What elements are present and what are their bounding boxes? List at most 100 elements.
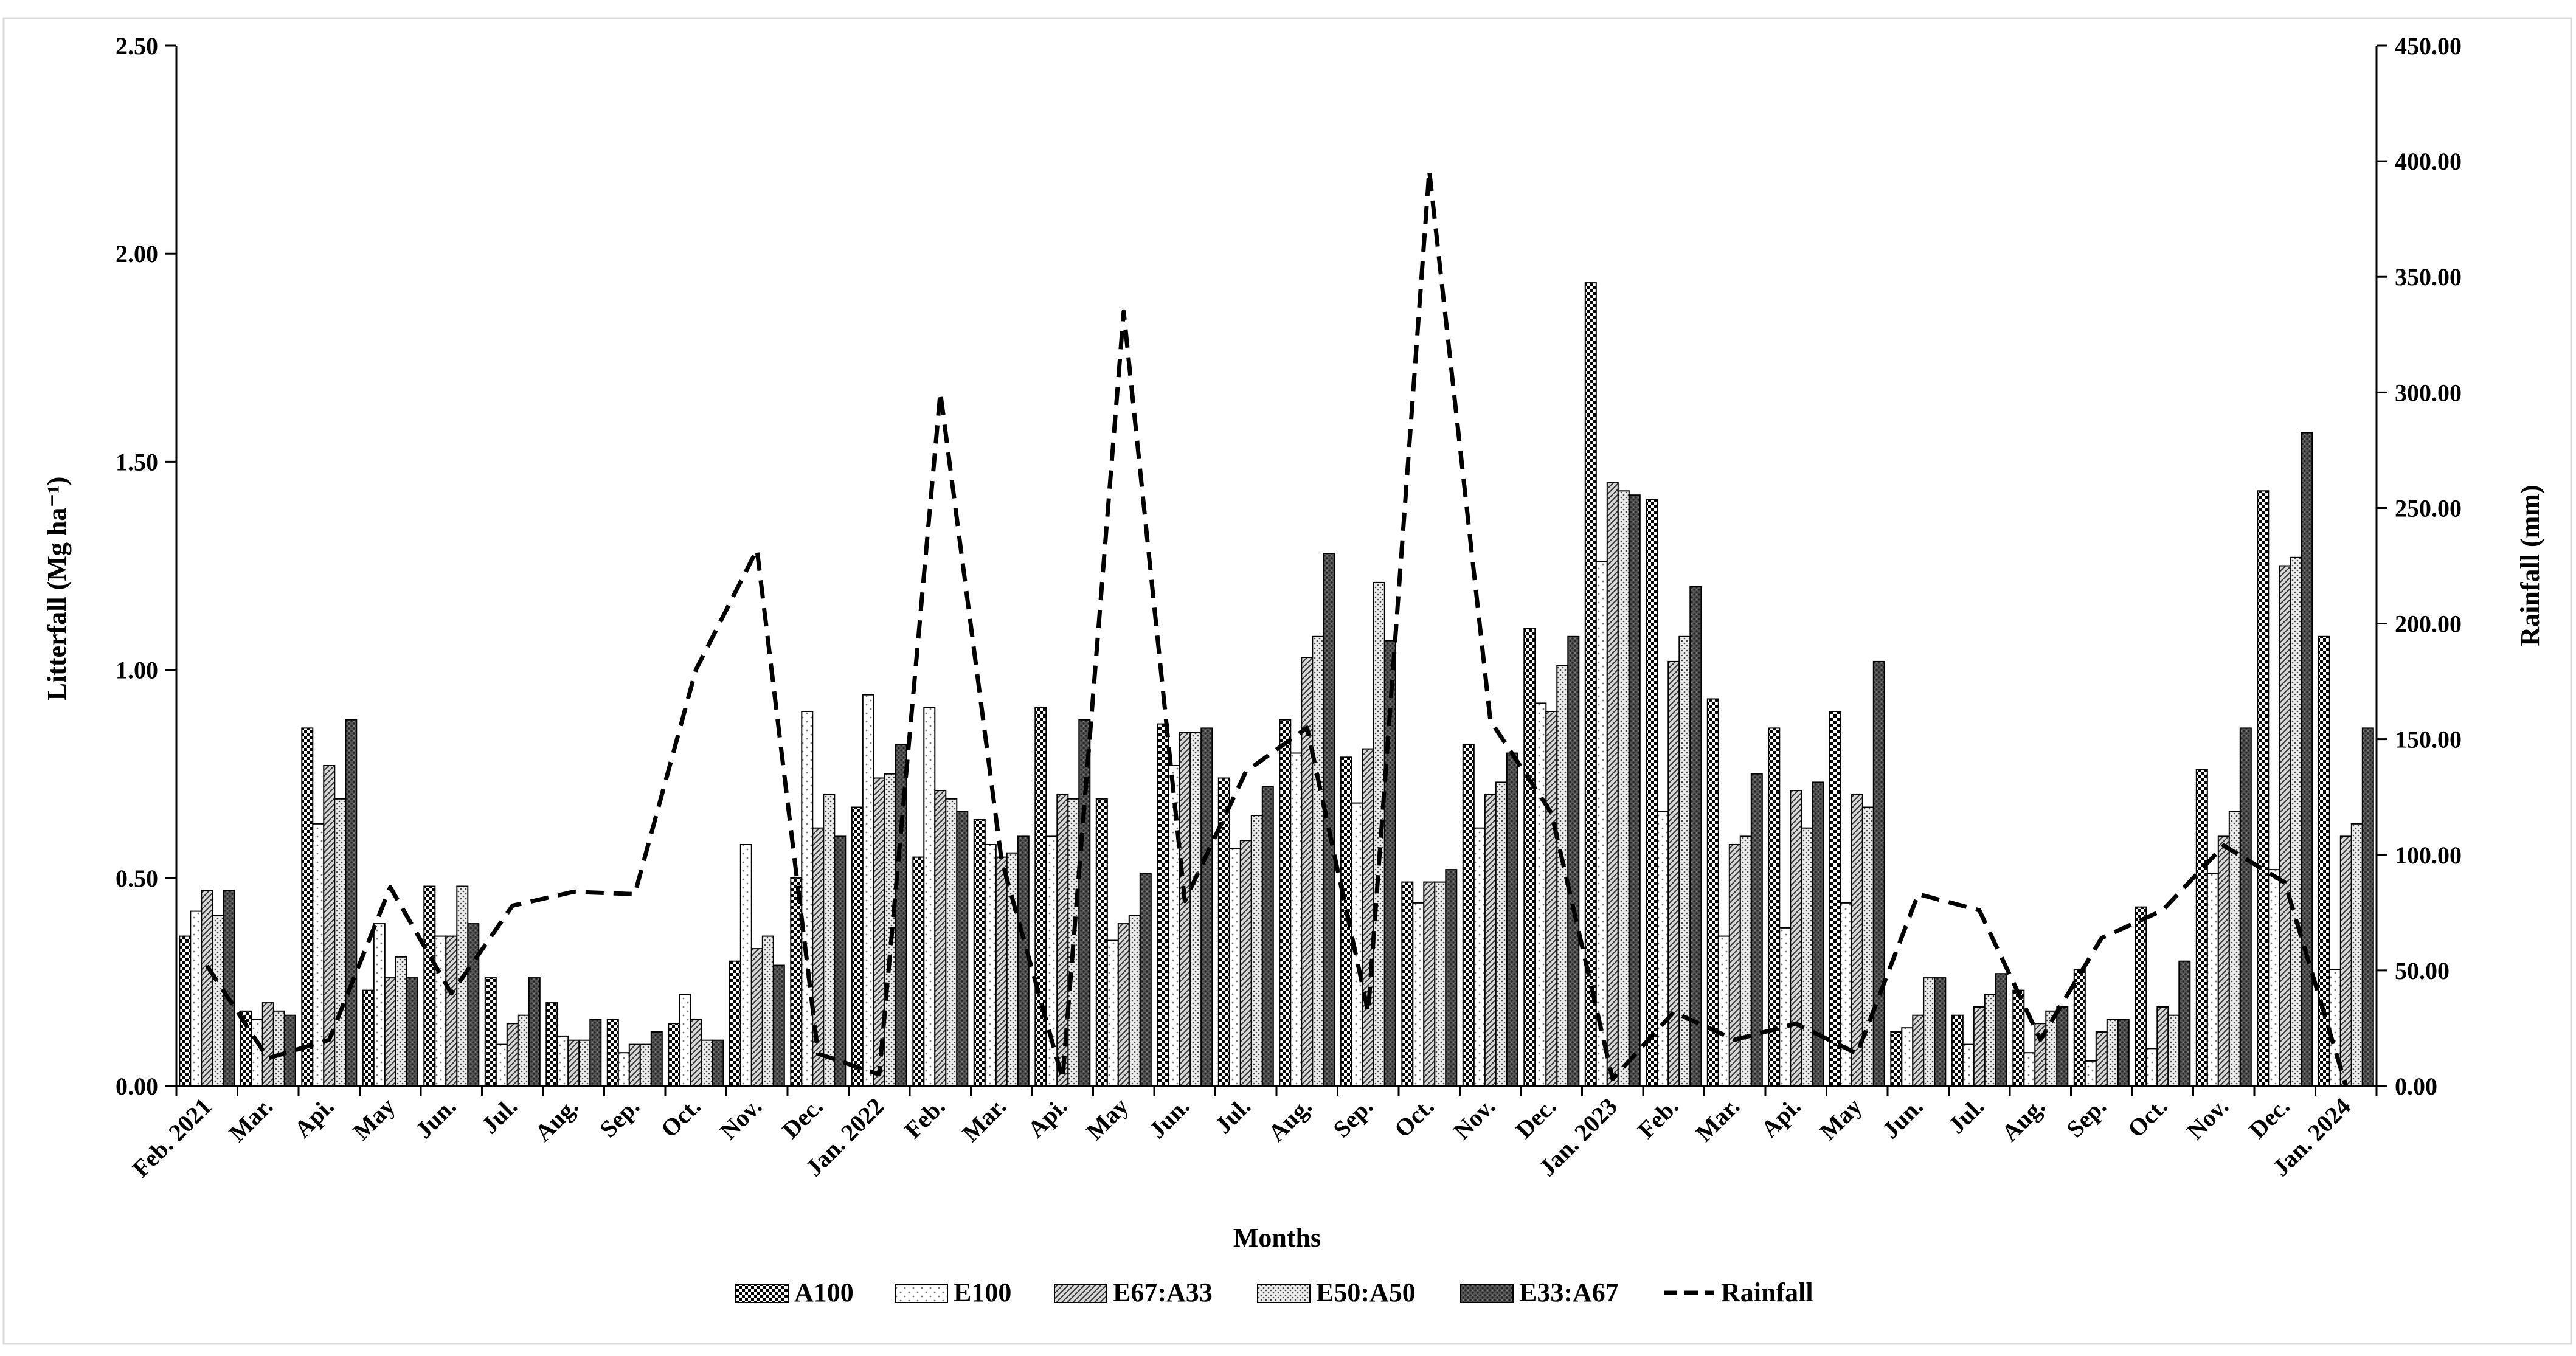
bar-e67-a33-26 bbox=[1790, 790, 1802, 1087]
bar-e67-a33-35 bbox=[2339, 835, 2352, 1087]
bar-e67-a33-5 bbox=[506, 1023, 519, 1087]
bar-e33-a67-24 bbox=[1689, 586, 1702, 1087]
x-tick-label: Jun. bbox=[410, 1093, 461, 1144]
bar-e100-25 bbox=[1717, 935, 1730, 1087]
bar-e100-10 bbox=[801, 711, 814, 1087]
bar-e33-a67-25 bbox=[1750, 773, 1763, 1087]
y-right-tick-label: 450.00 bbox=[2395, 32, 2462, 60]
bar-e33-a67-13 bbox=[1017, 835, 1030, 1087]
y-right-tick-label: 50.00 bbox=[2395, 957, 2450, 984]
x-tick-label: Api. bbox=[289, 1093, 339, 1143]
bar-e100-12 bbox=[923, 707, 936, 1087]
bar-e67-a33-29 bbox=[1973, 1006, 1986, 1087]
legend-swatch-e33-a67 bbox=[1460, 1284, 1514, 1303]
bar-a100-0 bbox=[179, 935, 192, 1087]
bar-e100-9 bbox=[739, 844, 752, 1087]
bar-e67-a33-15 bbox=[1117, 923, 1130, 1087]
bar-e33-a67-22 bbox=[1567, 635, 1580, 1087]
bar-e67-a33-4 bbox=[445, 935, 458, 1087]
bar-e50-a50-3 bbox=[395, 956, 407, 1087]
bar-a100-29 bbox=[1951, 1014, 1964, 1087]
bar-e100-34 bbox=[2268, 869, 2280, 1087]
bar-a100-12 bbox=[912, 856, 925, 1087]
x-tick-label: Feb. bbox=[1632, 1093, 1683, 1144]
bar-e50-a50-15 bbox=[1128, 915, 1141, 1087]
bar-e33-a67-8 bbox=[712, 1039, 724, 1087]
bar-e50-a50-20 bbox=[1434, 881, 1447, 1087]
bar-e33-a67-26 bbox=[1812, 781, 1824, 1087]
bar-e33-a67-10 bbox=[834, 835, 847, 1087]
bar-e50-a50-26 bbox=[1801, 827, 1813, 1087]
bar-e50-a50-28 bbox=[1923, 977, 1936, 1087]
legend-swatch-e100 bbox=[895, 1284, 948, 1303]
y-right-tick-label: 350.00 bbox=[2395, 263, 2462, 291]
bar-a100-22 bbox=[1523, 628, 1536, 1087]
bar-e100-30 bbox=[2023, 1052, 2036, 1087]
bar-e67-a33-25 bbox=[1728, 844, 1741, 1087]
chart-border bbox=[2, 17, 2572, 1345]
legend-swatch-a100 bbox=[735, 1284, 789, 1303]
x-tick-label: Nov. bbox=[2181, 1093, 2234, 1145]
bar-e50-a50-2 bbox=[334, 798, 347, 1087]
legend-label: E100 bbox=[954, 1278, 1011, 1307]
bar-e67-a33-20 bbox=[1423, 881, 1436, 1087]
x-tick-label: Sep. bbox=[594, 1093, 645, 1143]
bar-a100-24 bbox=[1646, 499, 1658, 1087]
bar-e33-a67-33 bbox=[2239, 727, 2252, 1087]
bar-e67-a33-34 bbox=[2279, 565, 2291, 1087]
bar-e50-a50-18 bbox=[1312, 635, 1324, 1087]
bar-e33-a67-23 bbox=[1628, 494, 1641, 1087]
bar-e33-a67-1 bbox=[283, 1014, 296, 1087]
legend-label: A100 bbox=[794, 1278, 854, 1307]
bar-e67-a33-0 bbox=[201, 890, 213, 1087]
bar-e100-18 bbox=[1290, 752, 1303, 1087]
bar-e33-a67-0 bbox=[223, 890, 235, 1087]
bar-a100-16 bbox=[1157, 723, 1169, 1087]
bar-a100-28 bbox=[1890, 1031, 1903, 1087]
bar-a100-3 bbox=[362, 989, 375, 1087]
x-tick-label: Oct. bbox=[2122, 1093, 2173, 1143]
x-tick-label: Aug. bbox=[1262, 1093, 1317, 1147]
bar-a100-6 bbox=[545, 1002, 558, 1087]
bar-e33-a67-28 bbox=[1934, 977, 1947, 1087]
bar-e50-a50-29 bbox=[1984, 994, 1996, 1087]
y-left-tick-label: 2.50 bbox=[116, 32, 158, 60]
rainfall-line bbox=[205, 168, 2349, 1087]
bar-e50-a50-8 bbox=[701, 1039, 713, 1087]
bar-e100-4 bbox=[434, 935, 447, 1087]
bar-e33-a67-3 bbox=[406, 977, 418, 1087]
bar-e50-a50-32 bbox=[2167, 1014, 2180, 1087]
bar-e100-27 bbox=[1840, 902, 1852, 1087]
y-right-tick-label: 0.00 bbox=[2395, 1073, 2437, 1100]
legend-swatch-e50-a50 bbox=[1257, 1284, 1311, 1303]
bar-e33-a67-6 bbox=[589, 1019, 602, 1087]
bar-e50-a50-6 bbox=[578, 1039, 591, 1087]
bar-e100-13 bbox=[984, 844, 997, 1087]
legend-swatch-e67-a33 bbox=[1054, 1284, 1107, 1303]
bar-e33-a67-16 bbox=[1200, 727, 1213, 1087]
bar-e67-a33-32 bbox=[2156, 1006, 2169, 1087]
bar-e100-7 bbox=[617, 1052, 630, 1087]
x-tick-label: Oct. bbox=[1389, 1093, 1439, 1143]
y-right-tick-label: 200.00 bbox=[2395, 611, 2462, 638]
bar-a100-2 bbox=[301, 727, 314, 1087]
bar-e50-a50-9 bbox=[761, 935, 774, 1087]
bar-e50-a50-30 bbox=[2045, 1010, 2058, 1087]
x-tick-label: Dec. bbox=[777, 1093, 828, 1144]
y-right-tick-label: 100.00 bbox=[2395, 842, 2462, 869]
bar-e67-a33-10 bbox=[812, 827, 825, 1087]
bar-e50-a50-10 bbox=[823, 794, 836, 1087]
bar-e67-a33-17 bbox=[1239, 840, 1252, 1087]
bar-e33-a67-12 bbox=[956, 811, 969, 1087]
bar-a100-9 bbox=[729, 960, 741, 1087]
x-tick-label: Dec. bbox=[1510, 1093, 1561, 1144]
y-left-tick-label: 2.00 bbox=[116, 240, 158, 268]
bar-e33-a67-30 bbox=[2056, 1006, 2069, 1087]
bar-e100-5 bbox=[495, 1043, 508, 1087]
bar-a100-14 bbox=[1034, 707, 1047, 1087]
y-right-tick-label: 250.00 bbox=[2395, 494, 2462, 522]
legend: A100 E100 E67:A33 E50:A50 E33:A67 Rainfall bbox=[735, 1278, 1813, 1307]
bar-e100-24 bbox=[1657, 811, 1669, 1087]
y-left-tick-label: 0.50 bbox=[116, 865, 158, 892]
x-tick-label: May bbox=[1814, 1093, 1867, 1146]
